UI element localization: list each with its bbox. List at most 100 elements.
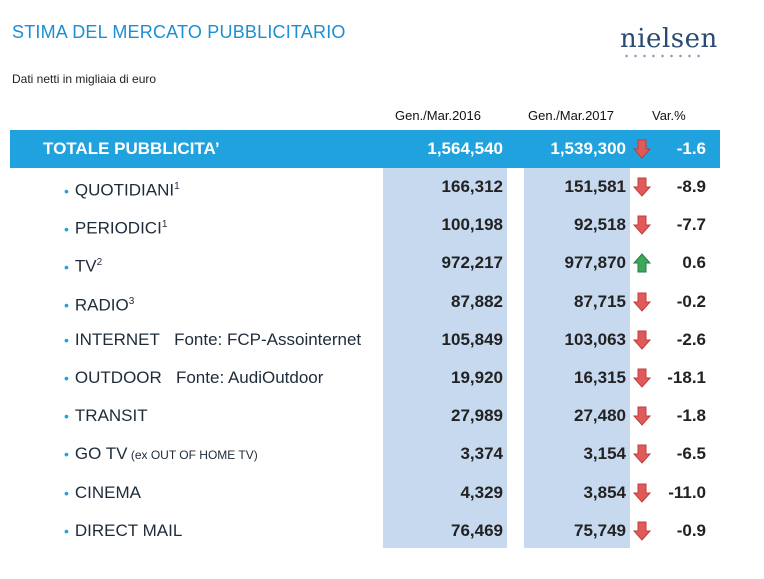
table-row: • OUTDOOR Fonte: AudiOutdoor 19,920 16,315 -… <box>0 359 764 397</box>
var-value: -0.2 <box>676 291 706 311</box>
bullet-icon: • <box>64 408 69 425</box>
value-2017: 977,870 <box>564 253 626 273</box>
media-note: (ex OUT OF HOME TV) <box>127 448 258 463</box>
value-2017: 103,063 <box>564 329 626 349</box>
bullet-icon: • <box>64 522 69 539</box>
row-label: • DIRECT MAIL <box>64 512 182 550</box>
footnote-marker: 1 <box>174 181 180 192</box>
row-label: • QUOTIDIANI1 <box>64 168 180 206</box>
arrow-down-icon <box>633 292 651 312</box>
value-2017: 92,518 <box>574 215 626 235</box>
bullet-icon: • <box>64 297 69 314</box>
column-header-var: Var.% <box>652 108 686 123</box>
arrow-down-icon <box>633 330 651 350</box>
arrow-down-icon <box>633 139 651 159</box>
value-2017: 75,749 <box>574 520 626 540</box>
value-2016: 27,989 <box>451 406 503 426</box>
value-2017: 3,154 <box>583 444 626 464</box>
bullet-icon: • <box>64 331 69 348</box>
media-name: TRANSIT <box>74 406 148 426</box>
var-value: -7.7 <box>676 215 706 235</box>
page-title: STIMA DEL MERCATO PUBBLICITARIO <box>12 22 346 42</box>
var-value: -18.1 <box>667 368 706 387</box>
total-row: TOTALE PUBBLICITA’ 1,564,540 1,539,300 -… <box>10 130 720 168</box>
table-row: • QUOTIDIANI1 166,312 151,581 -8.9 <box>0 168 764 206</box>
row-label: • CINEMA <box>64 474 141 512</box>
value-2016: 87,882 <box>451 291 503 311</box>
arrow-down-icon <box>633 177 651 197</box>
footnote-marker: 2 <box>96 257 103 269</box>
row-label: • RADIO3 <box>64 283 134 321</box>
var-value: -2.6 <box>676 329 706 349</box>
value-2017: 151,581 <box>564 177 626 196</box>
media-name: OUTDOOR <box>74 368 162 387</box>
table-row: • RADIO3 87,882 87,715 -0.2 <box>0 283 764 321</box>
table-row: • PERIODICI1 100,198 92,518 -7.7 <box>0 206 764 244</box>
value-2017: 3,854 <box>583 482 626 502</box>
media-source: Fonte: AudiOutdoor <box>161 368 324 387</box>
media-name: CINEMA <box>74 482 142 502</box>
value-2016: 972,217 <box>441 253 503 273</box>
footnote-marker: 3 <box>128 295 135 307</box>
row-label: • TRANSIT <box>64 397 148 435</box>
total-value-2016: 1,564,540 <box>427 139 503 158</box>
table-row: • TV2 972,217 977,870 0.6 <box>0 244 764 282</box>
column-band-2016 <box>383 168 507 548</box>
media-name: GO TV <box>74 444 128 464</box>
table-row: • TRANSIT 27,989 27,480 -1.8 <box>0 397 764 435</box>
arrow-down-icon <box>633 444 651 465</box>
media-source: Fonte: FCP-Assointernet <box>159 329 362 349</box>
var-value: -1.8 <box>676 406 706 426</box>
row-label: • INTERNET Fonte: FCP-Assointernet <box>64 321 361 359</box>
arrow-down-icon <box>633 406 651 426</box>
value-2017: 16,315 <box>574 368 626 387</box>
media-name: RADIO <box>74 295 129 315</box>
media-name: INTERNET <box>74 329 160 349</box>
var-value: -0.9 <box>676 520 706 540</box>
value-2016: 76,469 <box>451 520 503 540</box>
row-label: • PERIODICI1 <box>64 206 167 244</box>
value-2016: 19,920 <box>451 368 503 387</box>
arrow-up-icon <box>633 253 651 273</box>
bullet-icon: • <box>64 484 69 501</box>
column-band-2017 <box>524 168 630 548</box>
var-value: 0.6 <box>682 253 706 273</box>
arrow-down-icon <box>633 368 651 388</box>
nielsen-logo: nielsen <box>620 24 718 54</box>
bullet-icon: • <box>64 182 69 199</box>
table-row: • CINEMA 4,329 3,854 -11.0 <box>0 474 764 512</box>
subtitle: Dati netti in migliaia di euro <box>12 72 157 86</box>
media-name: PERIODICI <box>74 218 162 238</box>
row-label: • OUTDOOR Fonte: AudiOutdoor <box>64 359 323 397</box>
bullet-icon: • <box>64 259 69 276</box>
value-2016: 105,849 <box>441 329 503 349</box>
column-header-2016: Gen./Mar.2016 <box>395 108 481 123</box>
value-2017: 27,480 <box>574 406 626 426</box>
arrow-down-icon <box>633 521 651 541</box>
total-value-2017: 1,539,300 <box>550 139 626 158</box>
var-value: -6.5 <box>676 444 706 464</box>
bullet-icon: • <box>64 220 69 237</box>
table-row: • DIRECT MAIL 76,469 75,749 -0.9 <box>0 512 764 550</box>
row-label: • GO TV (ex OUT OF HOME TV) <box>64 435 258 473</box>
value-2017: 87,715 <box>574 291 626 311</box>
total-label: TOTALE PUBBLICITA’ <box>43 139 220 158</box>
total-var: -1.6 <box>676 139 706 158</box>
arrow-down-icon <box>633 215 651 235</box>
media-name: DIRECT MAIL <box>74 520 183 540</box>
media-name: TV <box>74 257 97 277</box>
var-value: -8.9 <box>676 177 706 196</box>
value-2016: 4,329 <box>460 482 503 502</box>
footnote-marker: 1 <box>161 219 168 231</box>
value-2016: 3,374 <box>460 444 503 464</box>
value-2016: 100,198 <box>441 215 503 235</box>
table-row: • INTERNET Fonte: FCP-Assointernet 105,849… <box>0 321 764 359</box>
var-value: -11.0 <box>668 482 706 502</box>
media-name: QUOTIDIANI <box>74 180 175 200</box>
bullet-icon: • <box>64 446 69 463</box>
value-2016: 166,312 <box>441 177 503 196</box>
column-header-2017: Gen./Mar.2017 <box>528 108 614 123</box>
table-row: • GO TV (ex OUT OF HOME TV) 3,374 3,154 -6.5 <box>0 435 764 473</box>
arrow-down-icon <box>633 483 651 503</box>
row-label: • TV2 <box>64 244 102 282</box>
